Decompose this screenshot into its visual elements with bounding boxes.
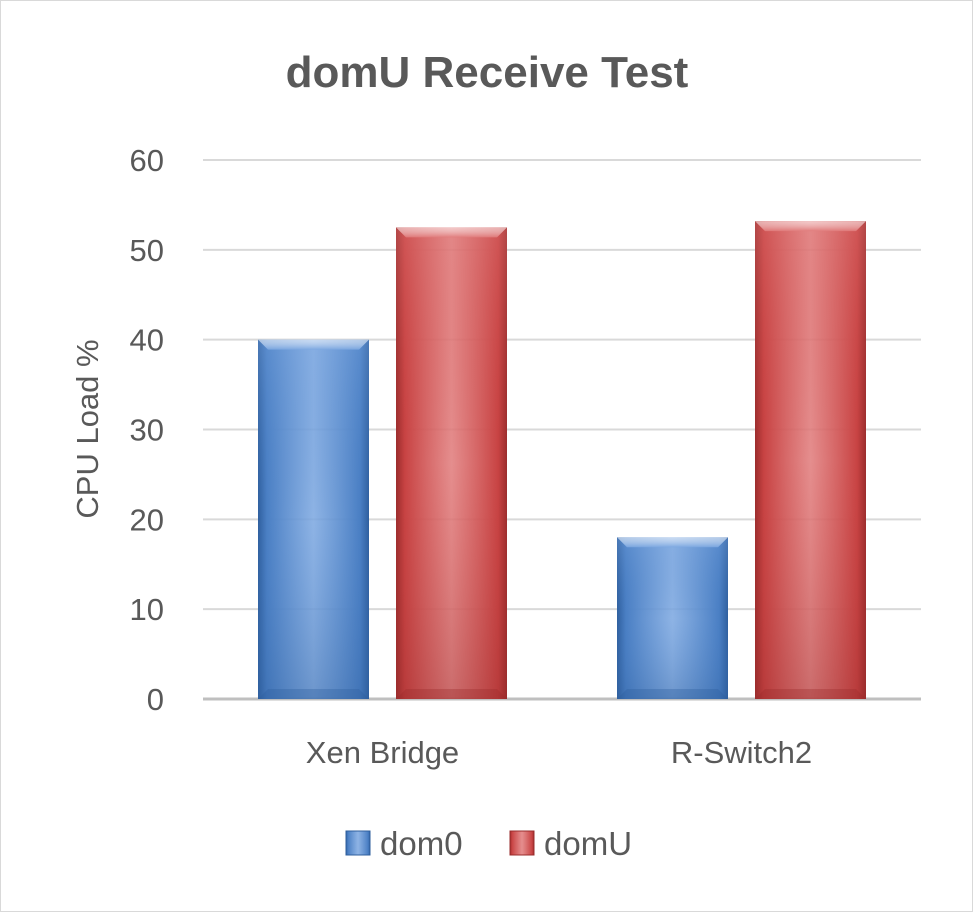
y-tick-label: 60	[130, 143, 164, 178]
y-tick-label: 10	[130, 592, 164, 627]
bars	[258, 221, 866, 699]
y-tick-label: 30	[130, 413, 164, 448]
chart-title: domU Receive Test	[286, 48, 689, 97]
legend-swatch	[345, 830, 371, 856]
y-tick-label: 0	[147, 682, 164, 717]
legend-swatch	[509, 830, 535, 856]
legend-label: dom0	[380, 825, 463, 862]
y-tick-label: 20	[130, 502, 164, 537]
y-tick-labels: 0 10 20 30 40 50 60	[130, 143, 164, 717]
bar-dom0-0	[258, 339, 369, 699]
legend: dom0 domU	[345, 825, 632, 862]
category-label: Xen Bridge	[306, 735, 459, 770]
category-labels: Xen Bridge R-Switch2	[306, 735, 812, 770]
legend-item-dom0: dom0	[345, 825, 463, 862]
y-axis-label: CPU Load %	[70, 339, 105, 518]
legend-item-domU: domU	[509, 825, 632, 862]
bar-domU-1	[755, 221, 866, 699]
legend-label: domU	[544, 825, 632, 862]
bar-domU-0	[396, 227, 507, 699]
y-tick-label: 50	[130, 233, 164, 268]
bar-dom0-1	[617, 537, 728, 699]
category-label: R-Switch2	[671, 735, 812, 770]
y-tick-label: 40	[130, 323, 164, 358]
